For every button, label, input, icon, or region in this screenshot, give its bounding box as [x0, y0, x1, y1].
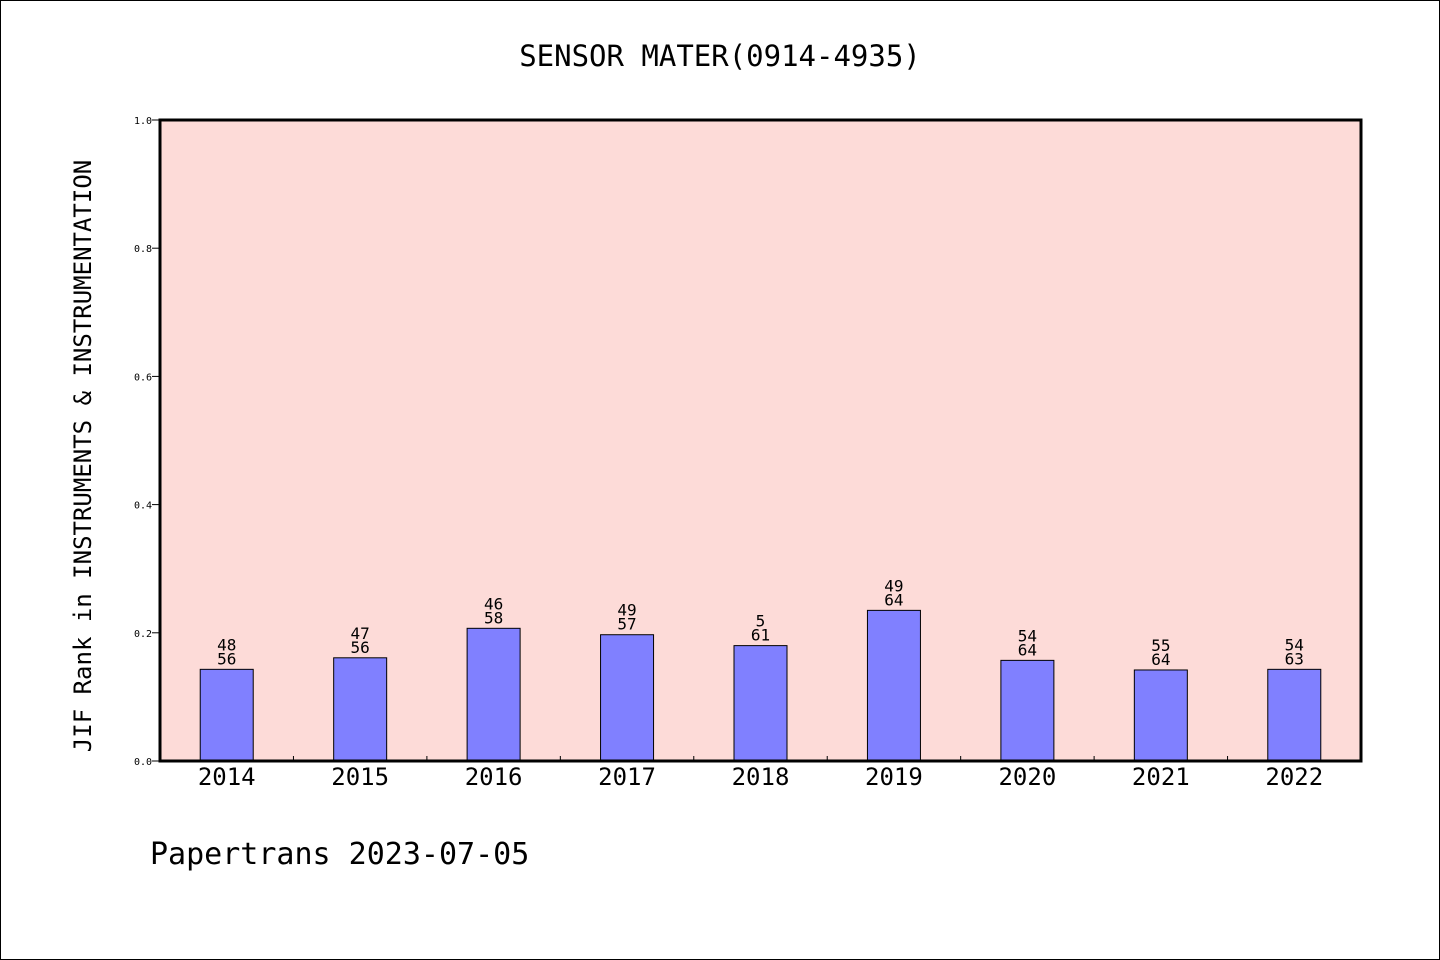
y-tick-label: 0.4	[134, 501, 152, 512]
data-label-total: 63	[1285, 649, 1304, 668]
data-label-rank: 49	[884, 576, 903, 595]
data-label-total: 58	[484, 608, 503, 627]
x-tick-label: 2020	[998, 763, 1056, 791]
x-tick-label: 2018	[732, 763, 790, 791]
bar-2018	[733, 645, 788, 762]
y-tick-label: 0.8	[134, 244, 152, 255]
data-label-rank: 5	[756, 612, 766, 631]
x-axis-ticks: 2014 2015 2016 2017 2018 2019 2020 2021 2022	[198, 756, 1323, 791]
bar-2019	[866, 609, 921, 762]
data-label-total: 64	[1018, 640, 1037, 659]
data-label-rank: 47	[351, 624, 370, 643]
data-label-total: 64	[884, 590, 903, 609]
data-label-total: 56	[351, 638, 370, 657]
data-label-total: 64	[1151, 650, 1170, 669]
bar-2014	[199, 668, 254, 762]
x-tick-label: 2014	[198, 763, 256, 791]
x-tick-label: 2019	[865, 763, 923, 791]
data-label-rank: 49	[617, 601, 636, 620]
data-label-rank: 46	[484, 594, 503, 613]
bar-2022	[1267, 668, 1322, 762]
x-tick-label: 2016	[465, 763, 523, 791]
bar-series	[199, 609, 1322, 762]
bar-2016	[466, 627, 521, 762]
bar-2017	[600, 634, 655, 762]
y-axis-label: JIF Rank in INSTRUMENTS & INSTRUMENTATIO…	[69, 160, 97, 752]
x-tick-label: 2022	[1265, 763, 1323, 791]
data-label-rank: 55	[1151, 636, 1170, 655]
data-label-total: 57	[617, 615, 636, 634]
data-label-total: 56	[217, 649, 236, 668]
x-tick-label: 2017	[598, 763, 656, 791]
data-label-rank: 54	[1018, 626, 1037, 645]
y-tick-label: 0.2	[134, 629, 152, 640]
data-label-rank: 48	[217, 635, 236, 654]
y-tick-label: 0.6	[134, 372, 152, 383]
x-tick-label: 2021	[1132, 763, 1190, 791]
data-label-total: 61	[751, 626, 770, 645]
y-axis-ticks: 0.0 0.2 0.4 0.6 0.8 1.0	[134, 116, 160, 768]
plot-border	[158, 118, 1363, 763]
y-tick-label: 0.0	[134, 757, 152, 768]
x-tick-label: 2015	[331, 763, 389, 791]
footer-text: Papertrans 2023-07-05	[150, 837, 529, 872]
data-label-rank: 54	[1285, 635, 1304, 654]
bar-2020	[1000, 659, 1055, 762]
bar-2015	[333, 657, 388, 762]
bar-2021	[1133, 669, 1188, 762]
y-tick-label: 1.0	[134, 116, 152, 127]
chart-title: SENSOR MATER(0914-4935)	[519, 39, 921, 73]
